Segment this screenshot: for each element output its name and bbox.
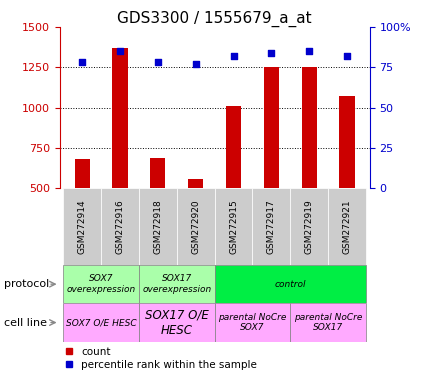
- Bar: [302, 67, 317, 269]
- FancyBboxPatch shape: [139, 188, 177, 265]
- Bar: [340, 96, 354, 269]
- Text: GSM272921: GSM272921: [343, 199, 351, 254]
- Text: GSM272915: GSM272915: [229, 199, 238, 254]
- Bar: [188, 179, 203, 269]
- FancyBboxPatch shape: [290, 188, 328, 265]
- Text: SOX17
overexpression: SOX17 overexpression: [142, 275, 211, 294]
- Text: GSM272914: GSM272914: [78, 199, 87, 254]
- Text: SOX7 O/E HESC: SOX7 O/E HESC: [66, 318, 136, 327]
- FancyBboxPatch shape: [215, 303, 290, 342]
- Bar: [150, 158, 165, 269]
- FancyBboxPatch shape: [63, 265, 139, 303]
- Text: parental NoCre
SOX7: parental NoCre SOX7: [218, 313, 286, 332]
- Point: [344, 53, 351, 59]
- Point: [154, 59, 161, 65]
- FancyBboxPatch shape: [101, 188, 139, 265]
- Point: [79, 59, 85, 65]
- Text: GSM272919: GSM272919: [305, 199, 314, 254]
- FancyBboxPatch shape: [252, 188, 290, 265]
- Point: [116, 48, 123, 54]
- Text: GSM272917: GSM272917: [267, 199, 276, 254]
- FancyBboxPatch shape: [139, 303, 215, 342]
- Text: parental NoCre
SOX17: parental NoCre SOX17: [294, 313, 363, 332]
- Bar: [113, 48, 127, 269]
- FancyBboxPatch shape: [63, 188, 101, 265]
- FancyBboxPatch shape: [328, 188, 366, 265]
- Text: control: control: [275, 280, 306, 289]
- Text: SOX17 O/E
HESC: SOX17 O/E HESC: [145, 309, 209, 336]
- FancyBboxPatch shape: [63, 303, 139, 342]
- Point: [268, 50, 275, 56]
- FancyBboxPatch shape: [215, 188, 252, 265]
- Text: SOX7
overexpression: SOX7 overexpression: [66, 275, 136, 294]
- Text: GSM272918: GSM272918: [153, 199, 162, 254]
- FancyBboxPatch shape: [215, 265, 366, 303]
- Text: GSM272920: GSM272920: [191, 199, 200, 254]
- Point: [306, 48, 313, 54]
- Text: protocol: protocol: [4, 279, 49, 289]
- FancyBboxPatch shape: [139, 265, 215, 303]
- Bar: [75, 159, 90, 269]
- Bar: [264, 67, 279, 269]
- Bar: [226, 106, 241, 269]
- Legend: count, percentile rank within the sample: count, percentile rank within the sample: [65, 347, 257, 370]
- FancyBboxPatch shape: [290, 303, 366, 342]
- Text: cell line: cell line: [4, 318, 47, 328]
- Point: [230, 53, 237, 59]
- Title: GDS3300 / 1555679_a_at: GDS3300 / 1555679_a_at: [117, 11, 312, 27]
- Text: GSM272916: GSM272916: [116, 199, 125, 254]
- FancyBboxPatch shape: [177, 188, 215, 265]
- Point: [192, 61, 199, 67]
